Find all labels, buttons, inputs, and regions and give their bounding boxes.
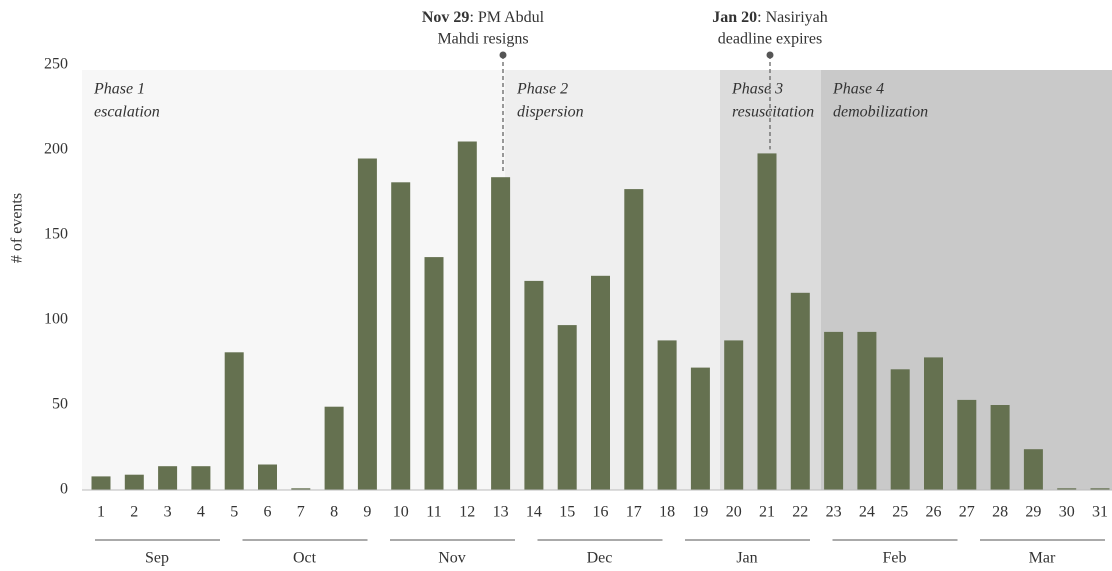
bar xyxy=(957,399,977,490)
bar xyxy=(424,257,444,490)
phase-title: Phase 4 xyxy=(832,81,884,98)
bar xyxy=(258,464,277,490)
x-tick-label: 4 xyxy=(197,504,205,521)
phase-title: Phase 1 xyxy=(93,81,145,98)
bar xyxy=(724,340,744,490)
bar xyxy=(357,158,377,490)
annotation-line: : Nasiriyah xyxy=(757,9,828,26)
x-tick-label: 10 xyxy=(393,504,409,521)
annotation-bold: Jan 20 xyxy=(712,9,757,26)
x-tick-label: 22 xyxy=(792,504,808,521)
bar xyxy=(557,325,577,490)
phase-name: resuscitation xyxy=(732,104,814,121)
x-tick-label: 11 xyxy=(426,504,441,521)
x-tick-label: 16 xyxy=(593,504,609,521)
phase-name: demobilization xyxy=(833,104,928,121)
x-tick-label: 18 xyxy=(659,504,675,521)
x-tick-label: 21 xyxy=(759,504,775,521)
y-tick-label: 100 xyxy=(44,311,68,328)
bar xyxy=(291,488,311,490)
x-tick-label: 7 xyxy=(297,504,305,521)
bar xyxy=(824,331,844,490)
bar xyxy=(457,141,477,490)
x-tick-label: 2 xyxy=(130,504,138,521)
bar xyxy=(890,369,910,490)
x-tick-label: 27 xyxy=(959,504,975,521)
x-tick-label: 17 xyxy=(626,504,642,521)
month-label: Mar xyxy=(1029,550,1056,567)
bar xyxy=(124,474,144,490)
phase-title: Phase 2 xyxy=(516,81,568,98)
x-tick-label: 25 xyxy=(892,504,908,521)
y-axis-label: # of events xyxy=(9,193,26,263)
x-tick-label: 3 xyxy=(164,504,172,521)
x-tick-label: 19 xyxy=(692,504,708,521)
phase-title: Phase 3 xyxy=(731,81,783,98)
bar xyxy=(990,405,1010,490)
bar xyxy=(657,340,677,490)
x-tick-label: 1 xyxy=(97,504,105,521)
y-tick-label: 250 xyxy=(44,56,68,73)
bar xyxy=(624,189,644,490)
bar xyxy=(1090,488,1110,490)
bar xyxy=(757,153,777,490)
bar xyxy=(191,466,211,490)
bar xyxy=(1057,488,1077,490)
phase-name: dispersion xyxy=(517,104,584,121)
x-tick-label: 29 xyxy=(1025,504,1041,521)
x-tick-label: 9 xyxy=(363,504,371,521)
month-label: Nov xyxy=(438,550,466,567)
bar xyxy=(924,357,943,490)
month-label: Sep xyxy=(145,550,169,567)
annotation-text: Mahdi resigns xyxy=(437,31,528,48)
bar xyxy=(324,406,344,490)
annotation-bold: Nov 29 xyxy=(422,9,470,26)
annotation-line: : PM Abdul xyxy=(469,9,544,26)
x-tick-label: 6 xyxy=(264,504,272,521)
x-tick-label: 13 xyxy=(493,504,509,521)
x-tick-label: 8 xyxy=(330,504,338,521)
month-label: Oct xyxy=(293,550,317,567)
month-label: Dec xyxy=(587,550,613,567)
bar xyxy=(790,292,810,490)
x-tick-label: 24 xyxy=(859,504,875,521)
annotation-dot xyxy=(766,51,774,59)
x-tick-label: 31 xyxy=(1092,504,1108,521)
bar xyxy=(591,275,610,490)
bar xyxy=(91,476,111,490)
y-tick-label: 0 xyxy=(60,481,68,498)
bar xyxy=(690,367,710,490)
x-tick-label: 26 xyxy=(926,504,942,521)
phase-name: escalation xyxy=(94,104,160,121)
x-tick-label: 23 xyxy=(826,504,842,521)
month-label: Feb xyxy=(883,550,907,567)
annotation-text: deadline expires xyxy=(718,31,822,48)
y-tick-label: 150 xyxy=(44,226,68,243)
x-tick-label: 30 xyxy=(1059,504,1075,521)
x-tick-label: 12 xyxy=(459,504,475,521)
bar xyxy=(524,280,544,490)
annotation-text: Jan 20: Nasiriyah xyxy=(712,9,828,26)
x-tick-label: 28 xyxy=(992,504,1008,521)
annotation-dot xyxy=(499,51,507,59)
x-tick-label: 15 xyxy=(559,504,575,521)
bar xyxy=(224,352,244,490)
x-tick-label: 5 xyxy=(230,504,238,521)
month-label: Jan xyxy=(736,550,757,567)
bar xyxy=(158,466,178,490)
x-tick-label: 20 xyxy=(726,504,742,521)
bar xyxy=(857,331,877,490)
x-tick-label: 14 xyxy=(526,504,542,521)
bar xyxy=(391,182,411,491)
bar xyxy=(1023,449,1043,490)
annotation-text: Nov 29: PM Abdul xyxy=(422,9,545,26)
y-tick-label: 200 xyxy=(44,141,68,158)
bar xyxy=(491,177,511,490)
y-tick-label: 50 xyxy=(52,396,68,413)
